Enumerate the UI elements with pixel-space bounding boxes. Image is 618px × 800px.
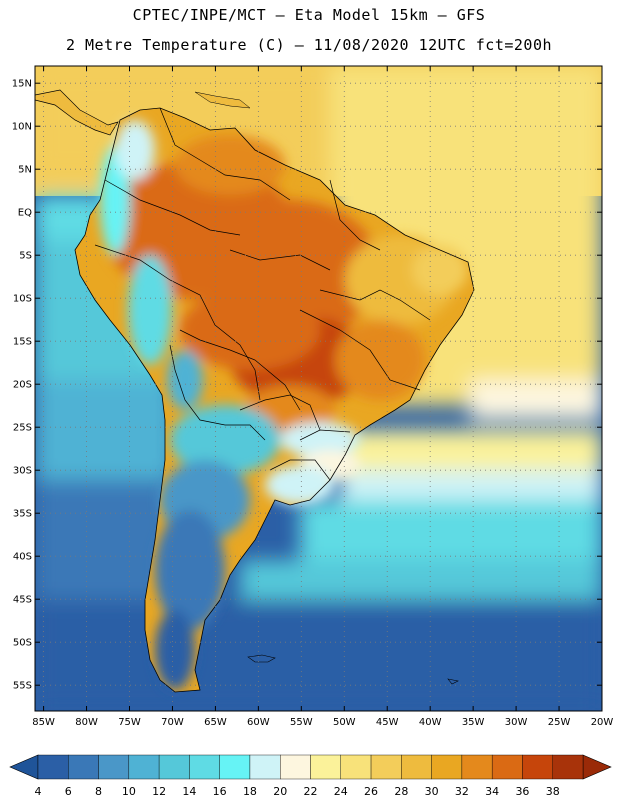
- colorbar-swatch: [37, 754, 69, 780]
- lon-tick-label: 65W: [204, 717, 227, 728]
- lon-tick-label: 25W: [548, 717, 571, 728]
- colorbar: 4 6 8 10 12 14 16 18 20 22 24 26 28 30 32 34 36 38: [9, 754, 612, 798]
- colorbar-label: 20: [273, 785, 287, 798]
- lat-tick-label: 15S: [13, 337, 32, 348]
- lat-tick-label: 5N: [18, 165, 32, 176]
- map-frame: [34, 65, 603, 712]
- lat-tick-label: 55S: [13, 681, 32, 692]
- lat-tick-label: 30S: [13, 466, 32, 477]
- temperature-field: [35, 66, 602, 711]
- latitude-labels: 15N 10N 5N EQ 5S 10S 15S 20S 25S 30S 35S 40S 45S 50S 5…: [12, 79, 32, 692]
- colorbar-swatch: [491, 754, 523, 780]
- colorbar-label: 32: [455, 785, 469, 798]
- colorbar-swatch: [310, 754, 341, 780]
- country-borders: [94, 107, 431, 481]
- lat-tick-label: 40S: [13, 552, 32, 563]
- colorbar-swatch: [370, 754, 402, 780]
- lon-tick-label: 20W: [591, 717, 614, 728]
- colorbar-swatch: [249, 754, 281, 780]
- axis-ticks: [35, 66, 603, 711]
- longitude-labels: 85W 80W 75W 70W 65W 60W 55W 50W 45W 40W 35W 30W 25W 2…: [32, 717, 613, 728]
- colorbar-swatch: [461, 754, 493, 780]
- colorbar-swatch: [189, 754, 220, 780]
- colorbar-swatch: [280, 754, 311, 780]
- colorbar-swatch: [522, 754, 553, 780]
- colorbar-swatch: [219, 754, 251, 780]
- colorbar-label: 28: [394, 785, 408, 798]
- lat-tick-label: 10N: [12, 122, 32, 133]
- lat-tick-label: EQ: [18, 208, 32, 219]
- colorbar-swatch: [431, 754, 463, 780]
- lon-tick-label: 60W: [247, 717, 270, 728]
- colorbar-label: 6: [65, 785, 72, 798]
- colorbar-label: 36: [515, 785, 529, 798]
- colorbar-label: 8: [95, 785, 102, 798]
- colorbar-label: 22: [304, 785, 318, 798]
- colorbar-swatch: [340, 754, 372, 780]
- lon-tick-label: 30W: [505, 717, 528, 728]
- colorbar-swatch: [158, 754, 190, 780]
- colorbar-right-arrow: [582, 754, 612, 780]
- lon-tick-label: 40W: [419, 717, 442, 728]
- lon-tick-label: 80W: [75, 717, 98, 728]
- lat-tick-label: 25S: [13, 423, 32, 434]
- colorbar-swatch: [68, 754, 99, 780]
- colorbar-swatch: [552, 754, 584, 780]
- lon-tick-label: 75W: [118, 717, 141, 728]
- lon-tick-label: 35W: [462, 717, 485, 728]
- lon-tick-label: 55W: [290, 717, 313, 728]
- lon-tick-label: 45W: [376, 717, 399, 728]
- lat-tick-label: 15N: [12, 79, 32, 90]
- lon-tick-label: 50W: [333, 717, 356, 728]
- colorbar-label: 24: [334, 785, 348, 798]
- colorbar-label: 26: [364, 785, 378, 798]
- lat-tick-label: 10S: [13, 294, 32, 305]
- colorbar-label: 12: [152, 785, 166, 798]
- colorbar-swatch: [98, 754, 130, 780]
- colorbar-label: 30: [425, 785, 439, 798]
- colorbar-label: 4: [35, 785, 42, 798]
- colorbar-label: 10: [122, 785, 136, 798]
- map-title-line-1: CPTEC/INPE/MCT – Eta Model 15km – GFS: [132, 6, 486, 24]
- map-title-line-2: 2 Metre Temperature (C) – 11/08/2020 12U…: [65, 36, 553, 54]
- lat-tick-label: 35S: [13, 509, 32, 520]
- lon-tick-label: 85W: [32, 717, 55, 728]
- lat-tick-label: 45S: [13, 595, 32, 606]
- colorbar-label: 38: [546, 785, 560, 798]
- lat-tick-label: 5S: [19, 251, 32, 262]
- colorbar-left-arrow: [9, 754, 39, 780]
- colorbar-swatch: [128, 754, 160, 780]
- lat-tick-label: 50S: [13, 638, 32, 649]
- colorbar-label: 16: [213, 785, 227, 798]
- lon-tick-label: 70W: [161, 717, 184, 728]
- colorbar-label: 14: [182, 785, 196, 798]
- colorbar-swatch: [401, 754, 432, 780]
- lat-tick-label: 20S: [13, 380, 32, 391]
- colorbar-label: 34: [485, 785, 499, 798]
- colorbar-label: 18: [243, 785, 257, 798]
